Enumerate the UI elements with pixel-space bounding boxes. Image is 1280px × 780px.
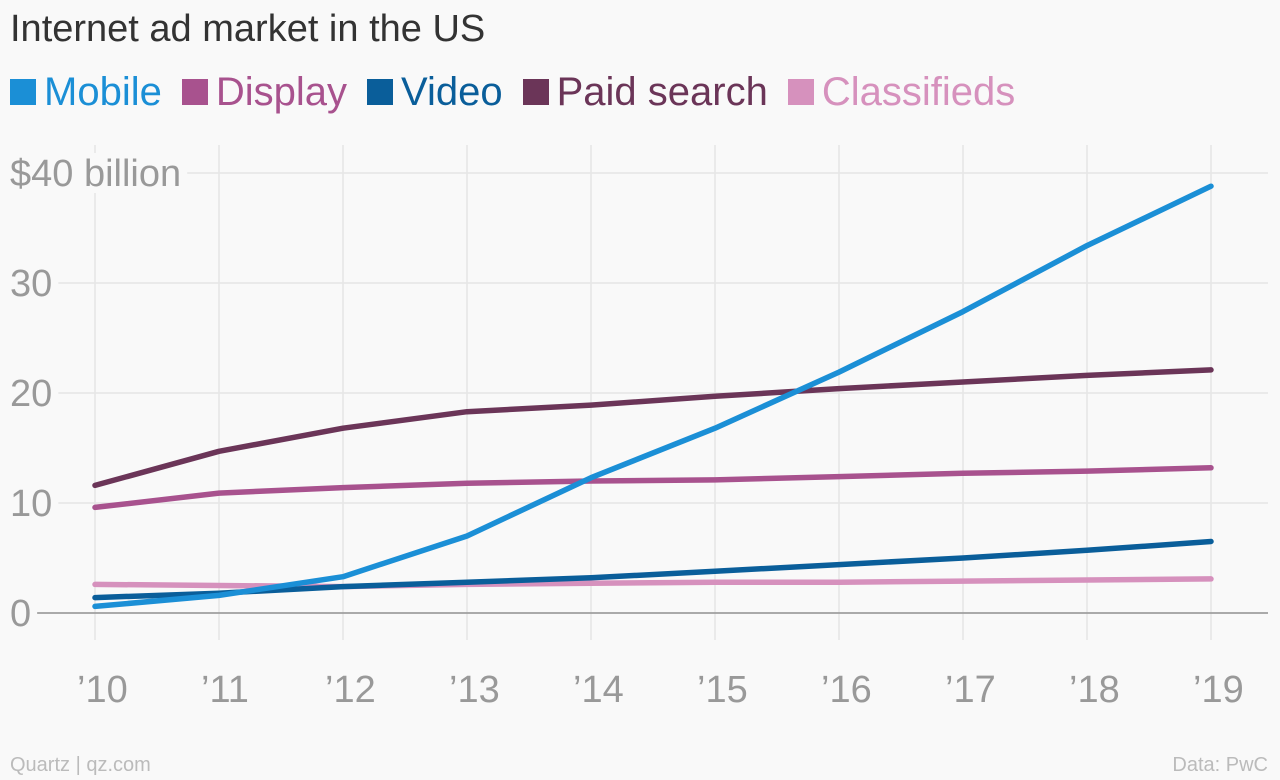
- y-label-bg: [4, 153, 188, 193]
- y-label-bg: [4, 483, 59, 523]
- legend-item: Mobile: [10, 68, 162, 116]
- legend-label: Paid search: [556, 70, 768, 114]
- y-tick-label: 0: [10, 593, 31, 635]
- data-source: Data: PwC: [1172, 754, 1268, 776]
- chart-title: Internet ad market in the US: [10, 8, 486, 50]
- legend-label: Classifieds: [821, 70, 1016, 114]
- legend-swatch: [367, 79, 393, 105]
- legend-label: Video: [401, 70, 503, 114]
- series-lines: [92, 183, 1214, 610]
- legend-swatch: [181, 79, 208, 105]
- series-line-mobile: [92, 183, 1214, 610]
- x-tick-label: ’11: [201, 669, 249, 711]
- legend-swatch: [10, 79, 36, 105]
- y-tick-label: $40 billion: [10, 153, 181, 195]
- y-label-bg: [4, 593, 38, 633]
- series-line-display: [92, 465, 1214, 511]
- legend-item: Display: [181, 68, 347, 116]
- legend-label: Mobile: [44, 70, 162, 114]
- legend-swatch: [522, 79, 549, 105]
- x-tick-label: ’17: [945, 669, 996, 711]
- y-tick-label: 10: [10, 483, 52, 525]
- x-axis-labels: ’10 ’11 ’12 ’13 ’14 ’15 ’16 ’17 ’18 ’19: [77, 669, 1244, 711]
- legend-label: Display: [215, 70, 347, 114]
- series-line-video: [92, 538, 1214, 601]
- legend-item: Video: [367, 68, 503, 116]
- y-label-bg: [4, 263, 59, 303]
- legend-item: Paid search: [522, 68, 768, 116]
- x-tick-label: ’15: [697, 669, 748, 711]
- x-tick-label: ’16: [821, 669, 872, 711]
- x-tick-label: ’10: [77, 669, 128, 711]
- source-credit: Quartz | qz.com: [10, 754, 151, 776]
- legend-item: Classifieds: [787, 68, 1016, 116]
- series-line-classifieds: [92, 576, 1214, 590]
- legend-swatch: [787, 79, 814, 105]
- y-tick-label: 30: [10, 263, 52, 305]
- x-tick-label: ’13: [449, 669, 500, 711]
- chart-legend: Mobile Display Video Paid search Classifieds: [10, 68, 1035, 116]
- y-axis-labels: 0 10 20 30 $40 billion: [4, 153, 188, 635]
- y-label-bg: [4, 373, 59, 413]
- y-tick-label: 20: [10, 373, 52, 415]
- x-tick-label: ’12: [325, 669, 376, 711]
- series-line-paid-search: [92, 367, 1214, 489]
- x-tick-label: ’19: [1193, 669, 1244, 711]
- grid-lines: [8, 145, 1268, 640]
- x-tick-label: ’18: [1069, 669, 1120, 711]
- x-tick-label: ’14: [573, 669, 624, 711]
